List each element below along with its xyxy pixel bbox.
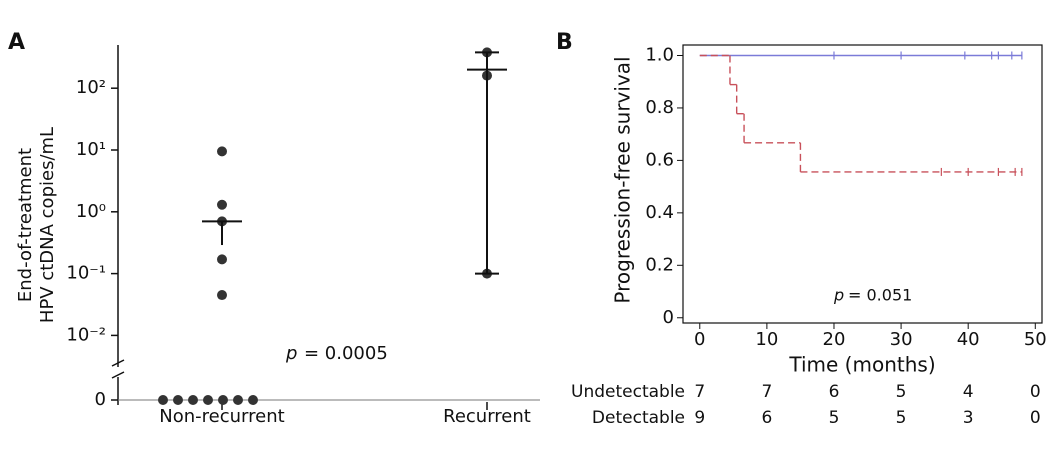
panel-label: B <box>556 30 573 55</box>
risk-count: 0 <box>1030 382 1041 402</box>
data-point <box>217 290 227 301</box>
data-point <box>233 395 243 405</box>
risk-row-label: Detectable <box>592 408 685 428</box>
y-tick-label: 0.2 <box>645 254 674 275</box>
x-tick-label: Non-recurrent <box>159 406 284 427</box>
x-tick-label: 20 <box>823 329 846 350</box>
risk-count: 6 <box>829 382 840 402</box>
data-point <box>218 395 228 405</box>
risk-count: 6 <box>761 408 772 428</box>
y-tick-label: 0.4 <box>645 202 674 223</box>
x-tick-label: 30 <box>890 329 913 350</box>
plot-frame <box>682 44 1043 324</box>
risk-count: 7 <box>761 382 772 402</box>
risk-count: 9 <box>694 408 705 428</box>
y-tick-label: 0 <box>95 389 106 410</box>
annotation-symbol: p <box>833 286 844 305</box>
annotation: = 0.051 <box>848 286 912 305</box>
data-point <box>217 254 227 265</box>
axis-break <box>111 371 125 379</box>
y-axis-label: HPV ctDNA copies/mL <box>37 127 58 323</box>
annotation: = 0.0005 <box>304 343 388 364</box>
panel-label: A <box>8 30 25 55</box>
y-tick-label: 10⁻² <box>66 324 106 345</box>
risk-count: 0 <box>1030 408 1041 428</box>
y-tick-label: 10⁰ <box>76 201 106 222</box>
x-tick-label: 50 <box>1024 329 1047 350</box>
risk-count: 5 <box>896 382 907 402</box>
y-tick-label: 1.0 <box>645 44 674 65</box>
x-axis-label: Time (months) <box>788 353 935 377</box>
y-tick-label: 10¹ <box>76 139 106 160</box>
y-tick-label: 0 <box>663 307 674 328</box>
risk-count: 5 <box>896 408 907 428</box>
risk-row-label: Undetectable <box>571 382 685 402</box>
x-tick-label: Recurrent <box>443 406 531 427</box>
y-tick-label: 0.6 <box>645 149 674 170</box>
x-tick-label: 0 <box>694 329 705 350</box>
risk-count: 3 <box>963 408 974 428</box>
data-point <box>158 395 168 405</box>
annotation-symbol: p <box>285 343 297 364</box>
risk-count: 5 <box>829 408 840 428</box>
y-axis-label: Progression-free survival <box>611 56 635 303</box>
data-point <box>188 395 198 405</box>
risk-count: 7 <box>694 382 705 402</box>
risk-count: 4 <box>963 382 974 402</box>
y-tick-label: 0.8 <box>645 97 674 118</box>
x-tick-label: 10 <box>755 329 778 350</box>
axis-break <box>111 359 125 367</box>
data-point <box>173 395 183 405</box>
y-tick-label: 10² <box>76 77 106 98</box>
y-axis-label: End-of-treatment <box>15 148 36 302</box>
data-point <box>217 199 227 210</box>
data-point <box>217 146 227 157</box>
data-point <box>203 395 213 405</box>
x-tick-label: 40 <box>957 329 980 350</box>
y-tick-label: 10⁻¹ <box>66 263 106 284</box>
data-point <box>248 395 258 405</box>
